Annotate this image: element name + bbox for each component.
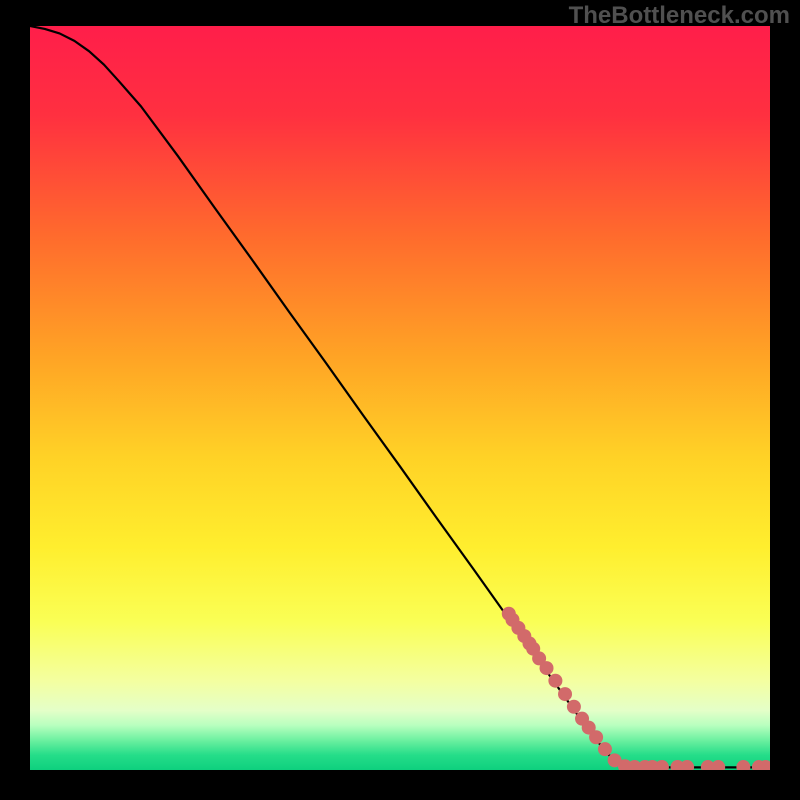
- scatter-point: [711, 760, 725, 770]
- watermark-text: TheBottleneck.com: [569, 2, 790, 30]
- scatter-point: [680, 760, 694, 770]
- scatter-point: [548, 674, 562, 688]
- scatter-series: [502, 607, 770, 770]
- scatter-point: [558, 687, 572, 701]
- scatter-point: [567, 700, 581, 714]
- scatter-point: [655, 760, 669, 770]
- scatter-point: [540, 661, 554, 675]
- scatter-point: [589, 730, 603, 744]
- bottleneck-curve: [30, 26, 770, 767]
- chart-plot-area: [30, 26, 770, 770]
- chart-overlay: [30, 26, 770, 770]
- scatter-point: [736, 760, 750, 770]
- scatter-point: [598, 742, 612, 756]
